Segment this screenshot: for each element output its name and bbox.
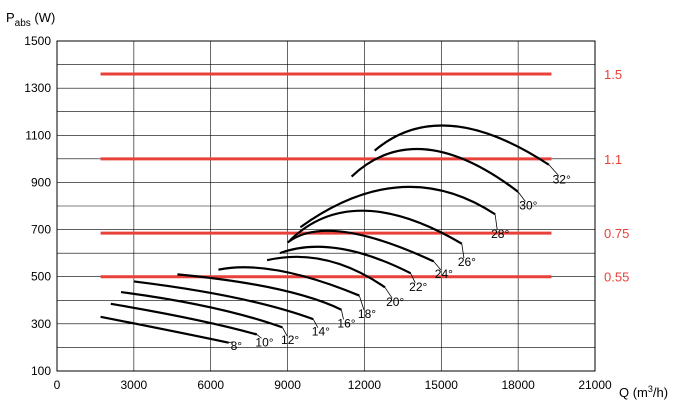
grid xyxy=(56,40,596,372)
curve-26deg xyxy=(289,209,463,245)
curve-16deg xyxy=(177,273,342,311)
curve-label: 22° xyxy=(409,280,427,294)
curve-label: 26° xyxy=(458,255,476,269)
reference-lines: 1.5 1.1 0.75 0.55 xyxy=(100,67,629,285)
reference-line-label: 0.75 xyxy=(604,226,629,241)
plot-frame xyxy=(56,40,596,372)
y-tick-label: 900 xyxy=(31,175,51,189)
reference-line-label: 1.5 xyxy=(604,67,622,82)
x-axis-label: Q (m3/h) xyxy=(619,384,668,400)
x-tick-label: 21000 xyxy=(578,378,612,392)
curve-leader xyxy=(433,261,442,271)
curve-label: 12° xyxy=(281,333,299,347)
curve-label: 24° xyxy=(435,267,453,281)
curve-24deg xyxy=(286,229,435,263)
y-axis-ticks: 100 300 500 700 900 1100 1300 1500 xyxy=(24,34,51,378)
curve-leader xyxy=(340,309,344,320)
x-tick-label: 0 xyxy=(54,378,61,392)
curve-14deg xyxy=(133,280,314,321)
curve-leader xyxy=(384,287,393,299)
curve-28deg xyxy=(299,185,496,229)
curve-10deg xyxy=(110,302,258,336)
y-tick-label: 100 xyxy=(31,364,51,378)
curve-leader xyxy=(517,191,526,202)
y-axis-label-sub: abs xyxy=(15,18,31,29)
y-axis-label-unit: (W) xyxy=(31,10,56,25)
curve-label: 32° xyxy=(553,173,571,187)
x-tick-label: 15000 xyxy=(425,378,459,392)
x-tick-label: 6000 xyxy=(197,378,224,392)
curve-label: 14° xyxy=(312,325,330,339)
blade-angle-curves: 8° 10° 12° 14° 16°18° 20° 22° 24° 26° 28° 30° 32° xyxy=(100,124,571,353)
curve-30deg xyxy=(350,147,519,193)
curve-label: 28° xyxy=(491,227,509,241)
curve-leader xyxy=(228,341,234,344)
curve-22deg xyxy=(279,245,412,275)
curve-leader xyxy=(256,334,262,339)
curve-18deg xyxy=(218,266,360,297)
x-axis-label-main: Q (m xyxy=(619,385,648,400)
curve-12deg xyxy=(120,290,283,329)
curve-label: 20° xyxy=(386,295,404,309)
curve-label: 10° xyxy=(255,335,273,349)
x-axis-ticks: 0 3000 6000 9000 12000 15000 18000 21000 xyxy=(54,378,612,392)
x-axis-label-unit: /h) xyxy=(653,385,668,400)
curve-leader xyxy=(548,164,559,176)
y-tick-label: 1100 xyxy=(25,128,51,142)
curve-leader xyxy=(358,295,365,311)
curve-leader xyxy=(282,327,288,337)
curve-leader xyxy=(494,214,498,230)
curve-label: 30° xyxy=(519,199,537,213)
x-tick-label: 9000 xyxy=(274,378,301,392)
reference-line-label: 0.55 xyxy=(604,270,629,285)
curve-leader xyxy=(312,318,319,328)
curve-8deg xyxy=(100,315,229,344)
y-tick-label: 500 xyxy=(31,270,51,284)
y-tick-label: 1300 xyxy=(24,81,51,95)
curve-32deg xyxy=(373,124,550,166)
y-tick-label: 700 xyxy=(31,223,51,237)
curve-20deg xyxy=(266,255,386,289)
plot-border xyxy=(56,40,596,372)
curve-leader xyxy=(461,243,465,259)
curve-leader xyxy=(410,273,416,284)
x-axis-label-sup: 3 xyxy=(648,384,653,394)
y-axis-label: Pabs (W) xyxy=(6,10,55,29)
y-tick-label: 1500 xyxy=(24,34,51,48)
curve-label: 16° xyxy=(337,316,355,330)
reference-line-label: 1.1 xyxy=(604,152,622,167)
x-tick-label: 3000 xyxy=(121,378,148,392)
x-tick-label: 12000 xyxy=(348,378,382,392)
curve-label: 18° xyxy=(358,307,376,321)
y-tick-label: 300 xyxy=(31,317,51,331)
x-tick-label: 18000 xyxy=(501,378,535,392)
y-axis-label-main: P xyxy=(6,10,15,25)
curve-label: 8° xyxy=(231,339,243,353)
